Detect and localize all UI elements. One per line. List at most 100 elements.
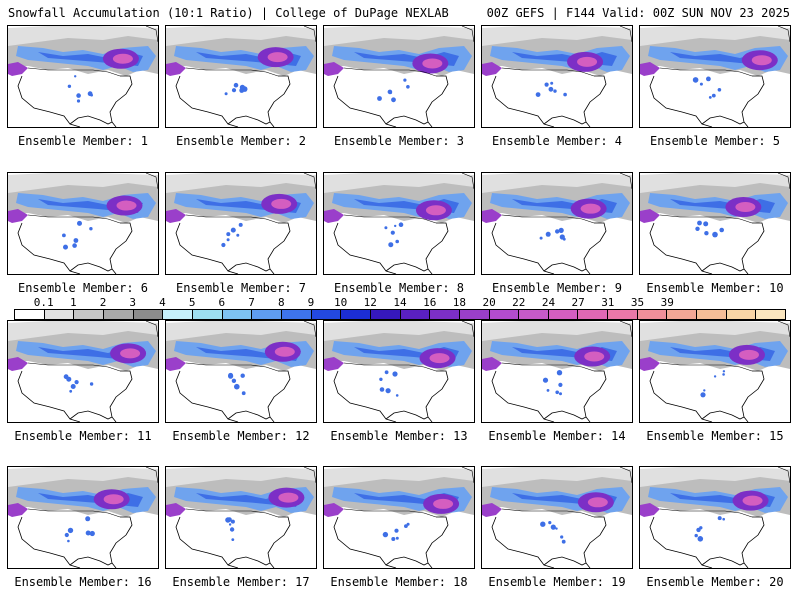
coastal-snow: [324, 357, 344, 371]
snow-cover-light: [324, 321, 474, 341]
mountain-snow-spot: [89, 227, 93, 231]
greenland-coast: [777, 26, 790, 43]
snow-max-pink: [577, 56, 598, 67]
mountain-snow-spot: [74, 75, 77, 78]
snow-cover-light: [166, 467, 316, 487]
mountain-snow-spot: [230, 519, 235, 524]
border-line: [185, 362, 279, 372]
ensemble-panel: Ensemble Member: 7: [165, 172, 317, 295]
coastal-snow: [640, 209, 660, 223]
snowfall-map: [323, 320, 475, 423]
border-line: [501, 214, 595, 224]
coastal-snow: [482, 503, 502, 517]
mountain-snow-spot: [384, 226, 388, 230]
ensemble-member-label: Ensemble Member: 13: [330, 429, 468, 443]
us-coastline: [333, 370, 449, 422]
greenland-coast: [619, 173, 632, 190]
mountain-snow-spot: [556, 370, 563, 376]
snow-cover-light: [8, 173, 158, 193]
mountain-snow-spot: [701, 393, 704, 397]
us-coastline: [333, 516, 449, 568]
us-coastline: [17, 222, 133, 274]
mountain-snow-spot: [695, 226, 700, 231]
mountain-snow-spot: [229, 527, 235, 532]
mountain-snow-spot: [697, 220, 702, 226]
snowfall-map: [165, 320, 317, 423]
colorbar-swatch: [133, 310, 164, 319]
border-line: [27, 214, 121, 224]
border-line: [27, 508, 121, 518]
snow-cover-light: [8, 26, 158, 46]
us-coastline: [17, 370, 133, 422]
mountain-snow-spot: [390, 230, 395, 235]
snowfall-map: [639, 320, 791, 423]
ensemble-panel: Ensemble Member: 18: [323, 466, 475, 589]
snowfall-map: [165, 172, 317, 275]
ensemble-panel: Ensemble Member: 16: [7, 466, 159, 589]
florida-coast: [743, 268, 749, 274]
mountain-snow-spot: [391, 537, 396, 541]
mountain-snow-spot: [539, 236, 543, 240]
ensemble-member-label: Ensemble Member: 1: [17, 134, 149, 148]
snow-max-pink: [112, 53, 133, 64]
snowfall-map: [481, 466, 633, 569]
mountain-snow-spot: [722, 370, 726, 373]
snow-max-pink: [587, 497, 608, 508]
colorbar-tick-label: 10: [334, 296, 348, 309]
snow-max-pink: [584, 351, 605, 362]
mountain-snow-spot: [76, 93, 81, 98]
coastal-snow: [166, 209, 186, 223]
us-coastline: [649, 516, 765, 568]
mountain-snow-spot: [558, 227, 564, 233]
mountain-snow-spot: [395, 394, 399, 397]
ensemble-member-label: Ensemble Member: 18: [330, 575, 468, 589]
us-coastline: [175, 370, 291, 422]
colorbar-swatch: [44, 310, 75, 319]
snow-cover-light: [166, 321, 316, 341]
mountain-snow-spot: [704, 231, 709, 236]
greenland-coast: [303, 26, 316, 43]
snowfall-map: [165, 25, 317, 128]
colorbar-swatch: [756, 310, 786, 319]
mountain-snow-spot: [231, 88, 237, 93]
coastal-snow: [166, 503, 186, 517]
mountain-snow-spot: [74, 380, 79, 385]
mountain-snow-spot: [85, 516, 91, 522]
greenland-coast: [145, 26, 158, 43]
colorbar-swatches: [14, 309, 786, 320]
us-coastline: [333, 75, 449, 127]
colorbar-tick-label: 4: [159, 296, 166, 309]
mountain-snow-spot: [546, 389, 550, 392]
florida-coast: [743, 562, 749, 568]
snow-max-pink: [271, 198, 292, 209]
snowfall-map: [323, 466, 475, 569]
colorbar-tick-label: 18: [452, 296, 466, 309]
greenland-coast: [777, 173, 790, 190]
mountain-snow-spot: [561, 539, 566, 544]
colorbar-swatch: [15, 310, 45, 319]
florida-coast: [585, 121, 591, 127]
mountain-snow-spot: [392, 371, 398, 377]
mountain-snow-spot: [550, 81, 554, 85]
ensemble-member-label: Ensemble Member: 5: [649, 134, 781, 148]
florida-coast: [427, 562, 433, 568]
snowfall-map: [7, 172, 159, 275]
ensemble-panel: Ensemble Member: 4: [481, 25, 633, 148]
border-line: [185, 67, 279, 77]
ensemble-member-label: Ensemble Member: 12: [172, 429, 310, 443]
snow-max-pink: [751, 55, 772, 66]
mountain-snow-spot: [394, 528, 399, 533]
colorbar-swatch: [578, 310, 609, 319]
mountain-snow-spot: [385, 388, 391, 394]
ensemble-member-label: Ensemble Member: 19: [488, 575, 626, 589]
mountain-snow-spot: [89, 382, 94, 386]
colorbar-tick-label: 0.1: [33, 296, 54, 309]
mountain-snow-spot: [387, 89, 393, 95]
snow-max-pink: [274, 346, 295, 357]
snow-max-pink: [742, 495, 763, 506]
mountain-snow-spot: [70, 384, 76, 389]
florida-coast: [427, 121, 433, 127]
greenland-coast: [461, 467, 474, 484]
mountain-snow-spot: [227, 517, 232, 522]
mountain-snow-spot: [692, 77, 699, 83]
